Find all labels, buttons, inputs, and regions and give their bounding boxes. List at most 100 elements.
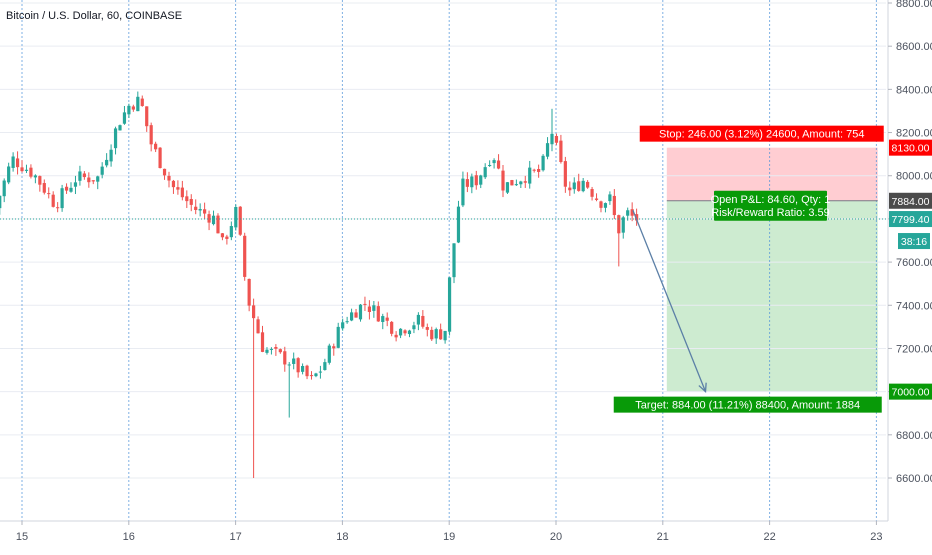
candle-down [385, 317, 389, 321]
candle-up [60, 188, 64, 209]
candle-up [211, 215, 216, 225]
candle-up [109, 149, 113, 162]
candle-down [403, 330, 407, 334]
candle-down [354, 312, 358, 318]
projection-arrowhead [698, 382, 707, 394]
last-price-tag-bg [889, 211, 932, 228]
candle-up [136, 96, 140, 112]
candle-up [456, 206, 461, 243]
candle-down [394, 334, 398, 338]
candle-down [568, 187, 572, 191]
y-tick-label: 6600.00 [896, 473, 932, 485]
candle-up [514, 184, 518, 186]
candle-up [7, 166, 11, 183]
candle-down [586, 181, 590, 188]
candle-up [528, 167, 532, 184]
candle-down [501, 170, 505, 191]
grid [0, 0, 886, 521]
candle-up [265, 349, 269, 353]
candle-down [367, 306, 371, 312]
candle-up [621, 217, 625, 233]
candle-down [563, 161, 567, 187]
candle-up [113, 128, 118, 149]
candle-down [20, 167, 24, 172]
candle-down [82, 173, 86, 178]
candle-up [11, 156, 15, 168]
candle-up [434, 329, 438, 339]
candle-down [577, 181, 581, 191]
target-label: Target: 884.00 (11.21%) 88400, Amount: 1… [635, 400, 860, 412]
candle-down [185, 196, 189, 202]
candle-up [479, 175, 483, 185]
x-tick-label: 17 [229, 531, 241, 543]
candle-up [412, 325, 416, 330]
candle-down [630, 209, 634, 216]
candle-down [594, 198, 599, 200]
candle-down [247, 278, 251, 306]
target-price-tag: 7000.00 [892, 387, 930, 399]
candle-down [194, 206, 198, 210]
y-tick-label: 8000.00 [896, 171, 932, 183]
candle-down [42, 183, 46, 193]
candle-down [496, 160, 501, 169]
candle-up [550, 133, 554, 145]
candle-down [171, 180, 176, 188]
candle-up [345, 321, 349, 323]
candle-down [390, 321, 394, 334]
candle-up [69, 187, 73, 192]
candle-down [537, 169, 541, 172]
candle-up [287, 364, 291, 366]
target-label-bg [613, 396, 882, 413]
candle-down [216, 215, 220, 234]
candle-down [309, 375, 314, 377]
candle-up [336, 326, 340, 348]
candle-up [323, 362, 327, 371]
candle-up [318, 371, 323, 373]
candle-down [439, 329, 443, 340]
candle-up [461, 178, 465, 206]
candle-up [581, 180, 585, 192]
candle-up [372, 305, 376, 311]
candle-up [118, 125, 122, 131]
candle-down [612, 195, 616, 216]
candle-down [51, 194, 55, 207]
candle-down [260, 332, 265, 352]
y-tick-label: 6800.00 [896, 430, 932, 442]
candle-up [349, 312, 354, 321]
candle-down [430, 329, 434, 340]
stop-price-tag: 8130.00 [892, 143, 930, 155]
candle-up [314, 373, 318, 377]
candle-down [559, 140, 563, 162]
candle-up [73, 182, 78, 187]
candle-down [203, 209, 207, 214]
candle-down [635, 214, 639, 221]
candle-down [599, 201, 603, 208]
x-tick-label: 20 [550, 531, 562, 543]
x-tick-label: 15 [16, 531, 28, 543]
candle-up [327, 345, 331, 363]
candle-down [283, 351, 287, 365]
x-tick-label: 18 [336, 531, 348, 543]
candle-up [572, 182, 576, 190]
last-price-tag: 7799.40 [892, 214, 930, 226]
position-zones [666, 147, 878, 392]
candle-down [176, 187, 180, 190]
candle-down [332, 346, 336, 349]
candle-up [541, 155, 545, 171]
pnl-box [714, 190, 827, 221]
x-tick-label: 22 [763, 531, 775, 543]
candle-down [252, 305, 256, 319]
candle-down [29, 167, 33, 177]
candle-up [300, 365, 305, 372]
candle-up [234, 207, 238, 228]
candle-up [381, 316, 385, 322]
x-tick-label: 23 [870, 531, 882, 543]
candle-down [421, 315, 425, 327]
candle-up [608, 194, 612, 202]
candle-down [145, 106, 149, 127]
candle-up [398, 328, 403, 336]
candle-down [617, 215, 621, 234]
candle-down [167, 175, 171, 181]
candle-down [189, 198, 193, 205]
